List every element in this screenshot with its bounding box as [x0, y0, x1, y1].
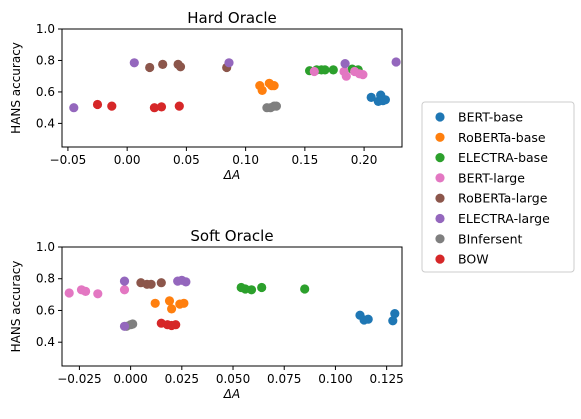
legend-marker [435, 153, 445, 163]
legend-marker [435, 234, 445, 244]
data-points [64, 275, 400, 331]
legend-label: BERT-large [458, 170, 525, 185]
data-point [92, 99, 103, 110]
data-point [380, 95, 390, 105]
legend-label: BOW [458, 252, 489, 267]
data-point [328, 65, 338, 75]
x-tick-label: 0.050 [216, 372, 250, 386]
x-tick-label: 0.125 [369, 372, 403, 386]
legend-marker [435, 193, 445, 203]
data-point [158, 59, 168, 69]
data-point [171, 320, 181, 330]
legend-label: BERT-base [458, 110, 523, 125]
legend-marker [435, 213, 445, 224]
data-point [390, 309, 400, 319]
data-point [146, 279, 156, 289]
plot-frame [61, 246, 403, 367]
legend: BERT-base RoBERTa-base ELECTRA-base BERT-la… [421, 101, 575, 273]
chart-title: Soft Oracle [190, 227, 273, 245]
data-point [129, 58, 139, 68]
data-point [119, 276, 130, 286]
data-point [257, 85, 267, 95]
data-point [81, 286, 91, 296]
data-point [391, 57, 401, 67]
data-point [93, 289, 103, 299]
data-point [150, 298, 160, 308]
chart-title: Hard Oracle [187, 9, 276, 27]
y-tick-label: 0.4 [36, 116, 55, 130]
data-point [164, 296, 175, 306]
data-point [358, 70, 368, 80]
data-point [320, 65, 330, 75]
y-tick-label: 0.6 [36, 303, 55, 317]
legend-label: RoBERTa-base [458, 130, 546, 145]
hard-oracle-axes: Hard Oracle −0.05 0.00 0.05 0.10 0.15 0.20 0.4 0… [9, 9, 403, 182]
x-tick-label: 0.100 [318, 372, 352, 386]
x-tick-label: 0.000 [113, 372, 147, 386]
x-tick-label: −0.025 [57, 372, 101, 386]
legend-label: BInfersent [458, 231, 523, 246]
y-tick-label: 1.0 [36, 240, 55, 254]
legend-label: ELECTRA-large [458, 211, 550, 226]
data-point [179, 298, 189, 308]
y-tick-label: 0.6 [36, 85, 55, 99]
legend-box [421, 101, 575, 273]
x-tick-label: 0.025 [165, 372, 199, 386]
data-point [174, 101, 184, 111]
data-point [119, 321, 130, 331]
data-point [341, 71, 351, 81]
x-tick-label: 0.075 [267, 372, 301, 386]
data-point [107, 101, 117, 111]
data-point [64, 288, 74, 298]
data-point [167, 304, 177, 314]
y-tick-label: 0.8 [36, 272, 55, 286]
data-point [181, 277, 191, 287]
data-point [257, 282, 267, 293]
data-point [175, 62, 186, 72]
data-point [156, 278, 166, 288]
x-tick-label: 0.15 [291, 153, 318, 167]
data-point [388, 316, 398, 326]
y-tick-label: 0.8 [36, 53, 55, 67]
x-tick-label: 0.00 [114, 153, 141, 167]
data-point [271, 101, 281, 111]
x-tick-label: 0.20 [351, 153, 378, 167]
legend-marker [435, 173, 445, 183]
data-point [363, 314, 373, 324]
data-point [149, 103, 159, 113]
data-point [269, 81, 279, 91]
data-point [69, 103, 79, 113]
data-points [69, 57, 401, 113]
legend-label: ELECTRA-base [458, 150, 548, 165]
data-point [300, 284, 310, 294]
data-point [145, 62, 155, 73]
plot-frame [61, 28, 403, 148]
y-tick-label: 1.0 [36, 22, 55, 36]
data-point [156, 102, 167, 112]
y-axis-label: HANS accuracy [9, 42, 23, 134]
x-axis-label: ΔA [223, 387, 240, 401]
x-tick-label: −0.05 [50, 153, 87, 167]
legend-label: RoBERTa-large [458, 191, 548, 206]
data-point [366, 92, 376, 102]
x-tick-label: 0.10 [232, 153, 259, 167]
legend-marker [435, 132, 445, 142]
x-tick-label: 0.05 [173, 153, 200, 167]
legend-marker [435, 254, 445, 264]
data-point [246, 285, 257, 295]
data-point [340, 59, 350, 69]
data-point [128, 319, 138, 329]
data-point [309, 66, 319, 77]
y-tick-label: 0.4 [36, 335, 55, 349]
y-axis-label: HANS accuracy [9, 261, 23, 353]
data-point [224, 58, 234, 68]
x-axis-label: ΔA [223, 168, 240, 182]
legend-marker [435, 112, 445, 122]
soft-oracle-axes: Soft Oracle −0.025 0.000 0.025 0.050 0.075 0.1… [9, 227, 404, 401]
data-point [119, 285, 130, 295]
